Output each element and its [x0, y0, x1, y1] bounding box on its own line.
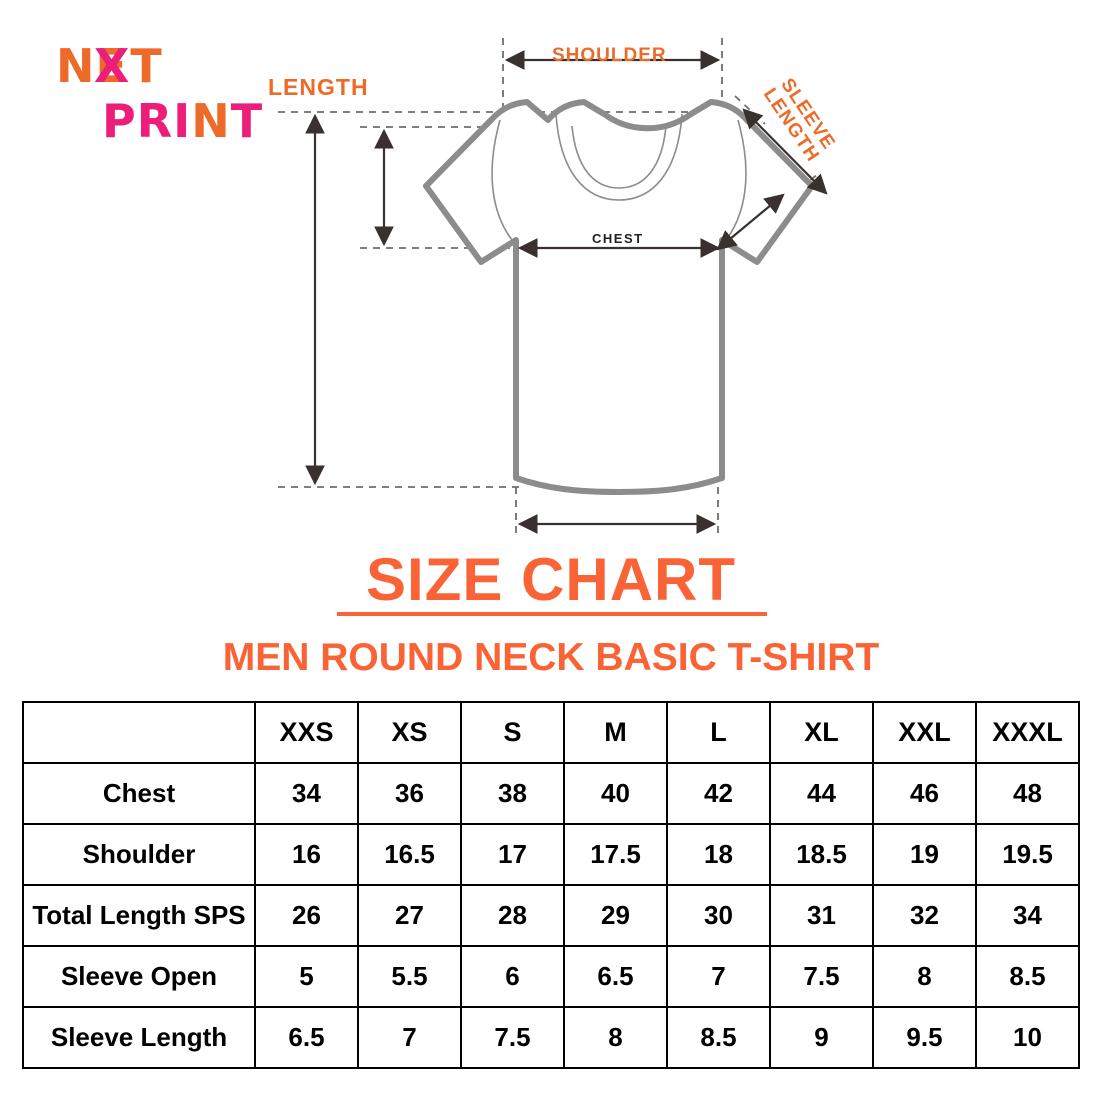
cell-sleeve-length-xl: 9	[769, 1006, 874, 1069]
cell-chest-l: 42	[666, 762, 771, 825]
label-shoulder: SHOULDER	[552, 45, 667, 66]
cell-chest-s: 38	[460, 762, 565, 825]
cell-total-length-xxs: 26	[254, 884, 359, 947]
cell-total-length-l: 30	[666, 884, 771, 947]
logo-print-text: PRINT	[102, 95, 263, 147]
cell-sleeve-open-xxl: 8	[872, 945, 977, 1008]
column-header-m: M	[563, 701, 668, 764]
page-subtitle: MEN ROUND NECK BASIC T-SHIRT	[222, 636, 880, 679]
arrow-sleeve-open	[716, 193, 785, 251]
cell-shoulder-xxs: 16	[254, 823, 359, 886]
cell-total-length-xs: 27	[357, 884, 462, 947]
column-header-xxxl: XXXL	[975, 701, 1080, 764]
table-row: Chest 34 36 38 40 42 44 46 48	[22, 762, 1080, 825]
cell-chest-xxl: 46	[872, 762, 977, 825]
cell-total-length-xl: 31	[769, 884, 874, 947]
cell-sleeve-length-xxxl: 10	[975, 1006, 1080, 1069]
cell-sleeve-open-l: 7	[666, 945, 771, 1008]
logo-ne-letters: NE	[56, 39, 128, 93]
cell-sleeve-length-s: 7.5	[460, 1006, 565, 1069]
label-chest: CHEST	[592, 231, 644, 246]
brand-logo: NEXT PRINT	[52, 40, 272, 155]
table-corner-cell	[22, 701, 256, 764]
logo-x-letter: X	[93, 39, 131, 93]
logo-next-text: NEXT	[56, 40, 163, 92]
cell-total-length-m: 29	[563, 884, 668, 947]
cell-chest-xs: 36	[357, 762, 462, 825]
label-length: LENGTH	[268, 74, 369, 100]
cell-shoulder-xxxl: 19.5	[975, 823, 1080, 886]
armhole-left	[491, 119, 517, 246]
logo-pri-letters: PRI	[102, 94, 192, 148]
cell-sleeve-open-xxs: 5	[254, 945, 359, 1008]
column-header-xs: XS	[357, 701, 462, 764]
collar-outer-curve	[555, 113, 683, 201]
cell-sleeve-open-m: 6.5	[563, 945, 668, 1008]
column-header-s: S	[460, 701, 565, 764]
logo-t-letter: T	[130, 39, 163, 93]
table-header-row: XXS XS S M L XL XXL XXXL	[22, 701, 1080, 764]
row-label-chest: Chest	[22, 762, 256, 825]
logo-n-letter: N	[191, 94, 231, 148]
row-label-sleeve-open: Sleeve Open	[22, 945, 256, 1008]
arrow-sleeve-length	[742, 108, 828, 195]
dimension-arrows	[305, 50, 828, 534]
cell-chest-xxxl: 48	[975, 762, 1080, 825]
cell-shoulder-xs: 16.5	[357, 823, 462, 886]
column-header-xxs: XXS	[254, 701, 359, 764]
logo-final-t-letter: T	[230, 94, 264, 148]
collar-inner-curve	[571, 125, 667, 189]
cell-chest-xxs: 34	[254, 762, 359, 825]
tshirt-measurement-diagram	[278, 38, 828, 535]
cell-chest-xl: 44	[769, 762, 874, 825]
cell-sleeve-length-l: 8.5	[666, 1006, 771, 1069]
title-underline	[337, 612, 767, 616]
guide-sleeve-top	[734, 95, 766, 125]
cell-shoulder-s: 17	[460, 823, 565, 886]
table-row: Sleeve Open 5 5.5 6 6.5 7 7.5 8 8.5	[22, 945, 1080, 1008]
row-label-sleeve-length: Sleeve Length	[22, 1006, 256, 1069]
cell-sleeve-length-xxl: 9.5	[872, 1006, 977, 1069]
table-row: Total Length SPS 26 27 28 29 30 31 32 34	[22, 884, 1080, 947]
neck-collar-lines	[555, 113, 683, 201]
column-header-xl: XL	[769, 701, 874, 764]
cell-total-length-s: 28	[460, 884, 565, 947]
size-chart-table: XXS XS S M L XL XXL XXXL Chest 34 36 38 …	[22, 701, 1080, 1069]
cell-shoulder-xxl: 19	[872, 823, 977, 886]
page-title: SIZE CHART	[366, 546, 736, 613]
table-row: Shoulder 16 16.5 17 17.5 18 18.5 19 19.5	[22, 823, 1080, 886]
cell-sleeve-open-xxxl: 8.5	[975, 945, 1080, 1008]
cell-sleeve-length-m: 8	[563, 1006, 668, 1069]
cell-sleeve-open-xl: 7.5	[769, 945, 874, 1008]
cell-chest-m: 40	[563, 762, 668, 825]
cell-total-length-xxl: 32	[872, 884, 977, 947]
cell-sleeve-open-xs: 5.5	[357, 945, 462, 1008]
tshirt-outline	[423, 99, 815, 495]
cell-total-length-xxxl: 34	[975, 884, 1080, 947]
row-label-total-length-sps: Total Length SPS	[22, 884, 256, 947]
column-header-xxl: XXL	[872, 701, 977, 764]
cell-shoulder-xl: 18.5	[769, 823, 874, 886]
cell-sleeve-length-xs: 7	[357, 1006, 462, 1069]
table-row: Sleeve Length 6.5 7 7.5 8 8.5 9 9.5 10	[22, 1006, 1080, 1069]
row-label-shoulder: Shoulder	[22, 823, 256, 886]
cell-shoulder-m: 17.5	[563, 823, 668, 886]
cell-shoulder-l: 18	[666, 823, 771, 886]
column-header-l: L	[666, 701, 771, 764]
cell-sleeve-length-xxs: 6.5	[254, 1006, 359, 1069]
cell-sleeve-open-s: 6	[460, 945, 565, 1008]
